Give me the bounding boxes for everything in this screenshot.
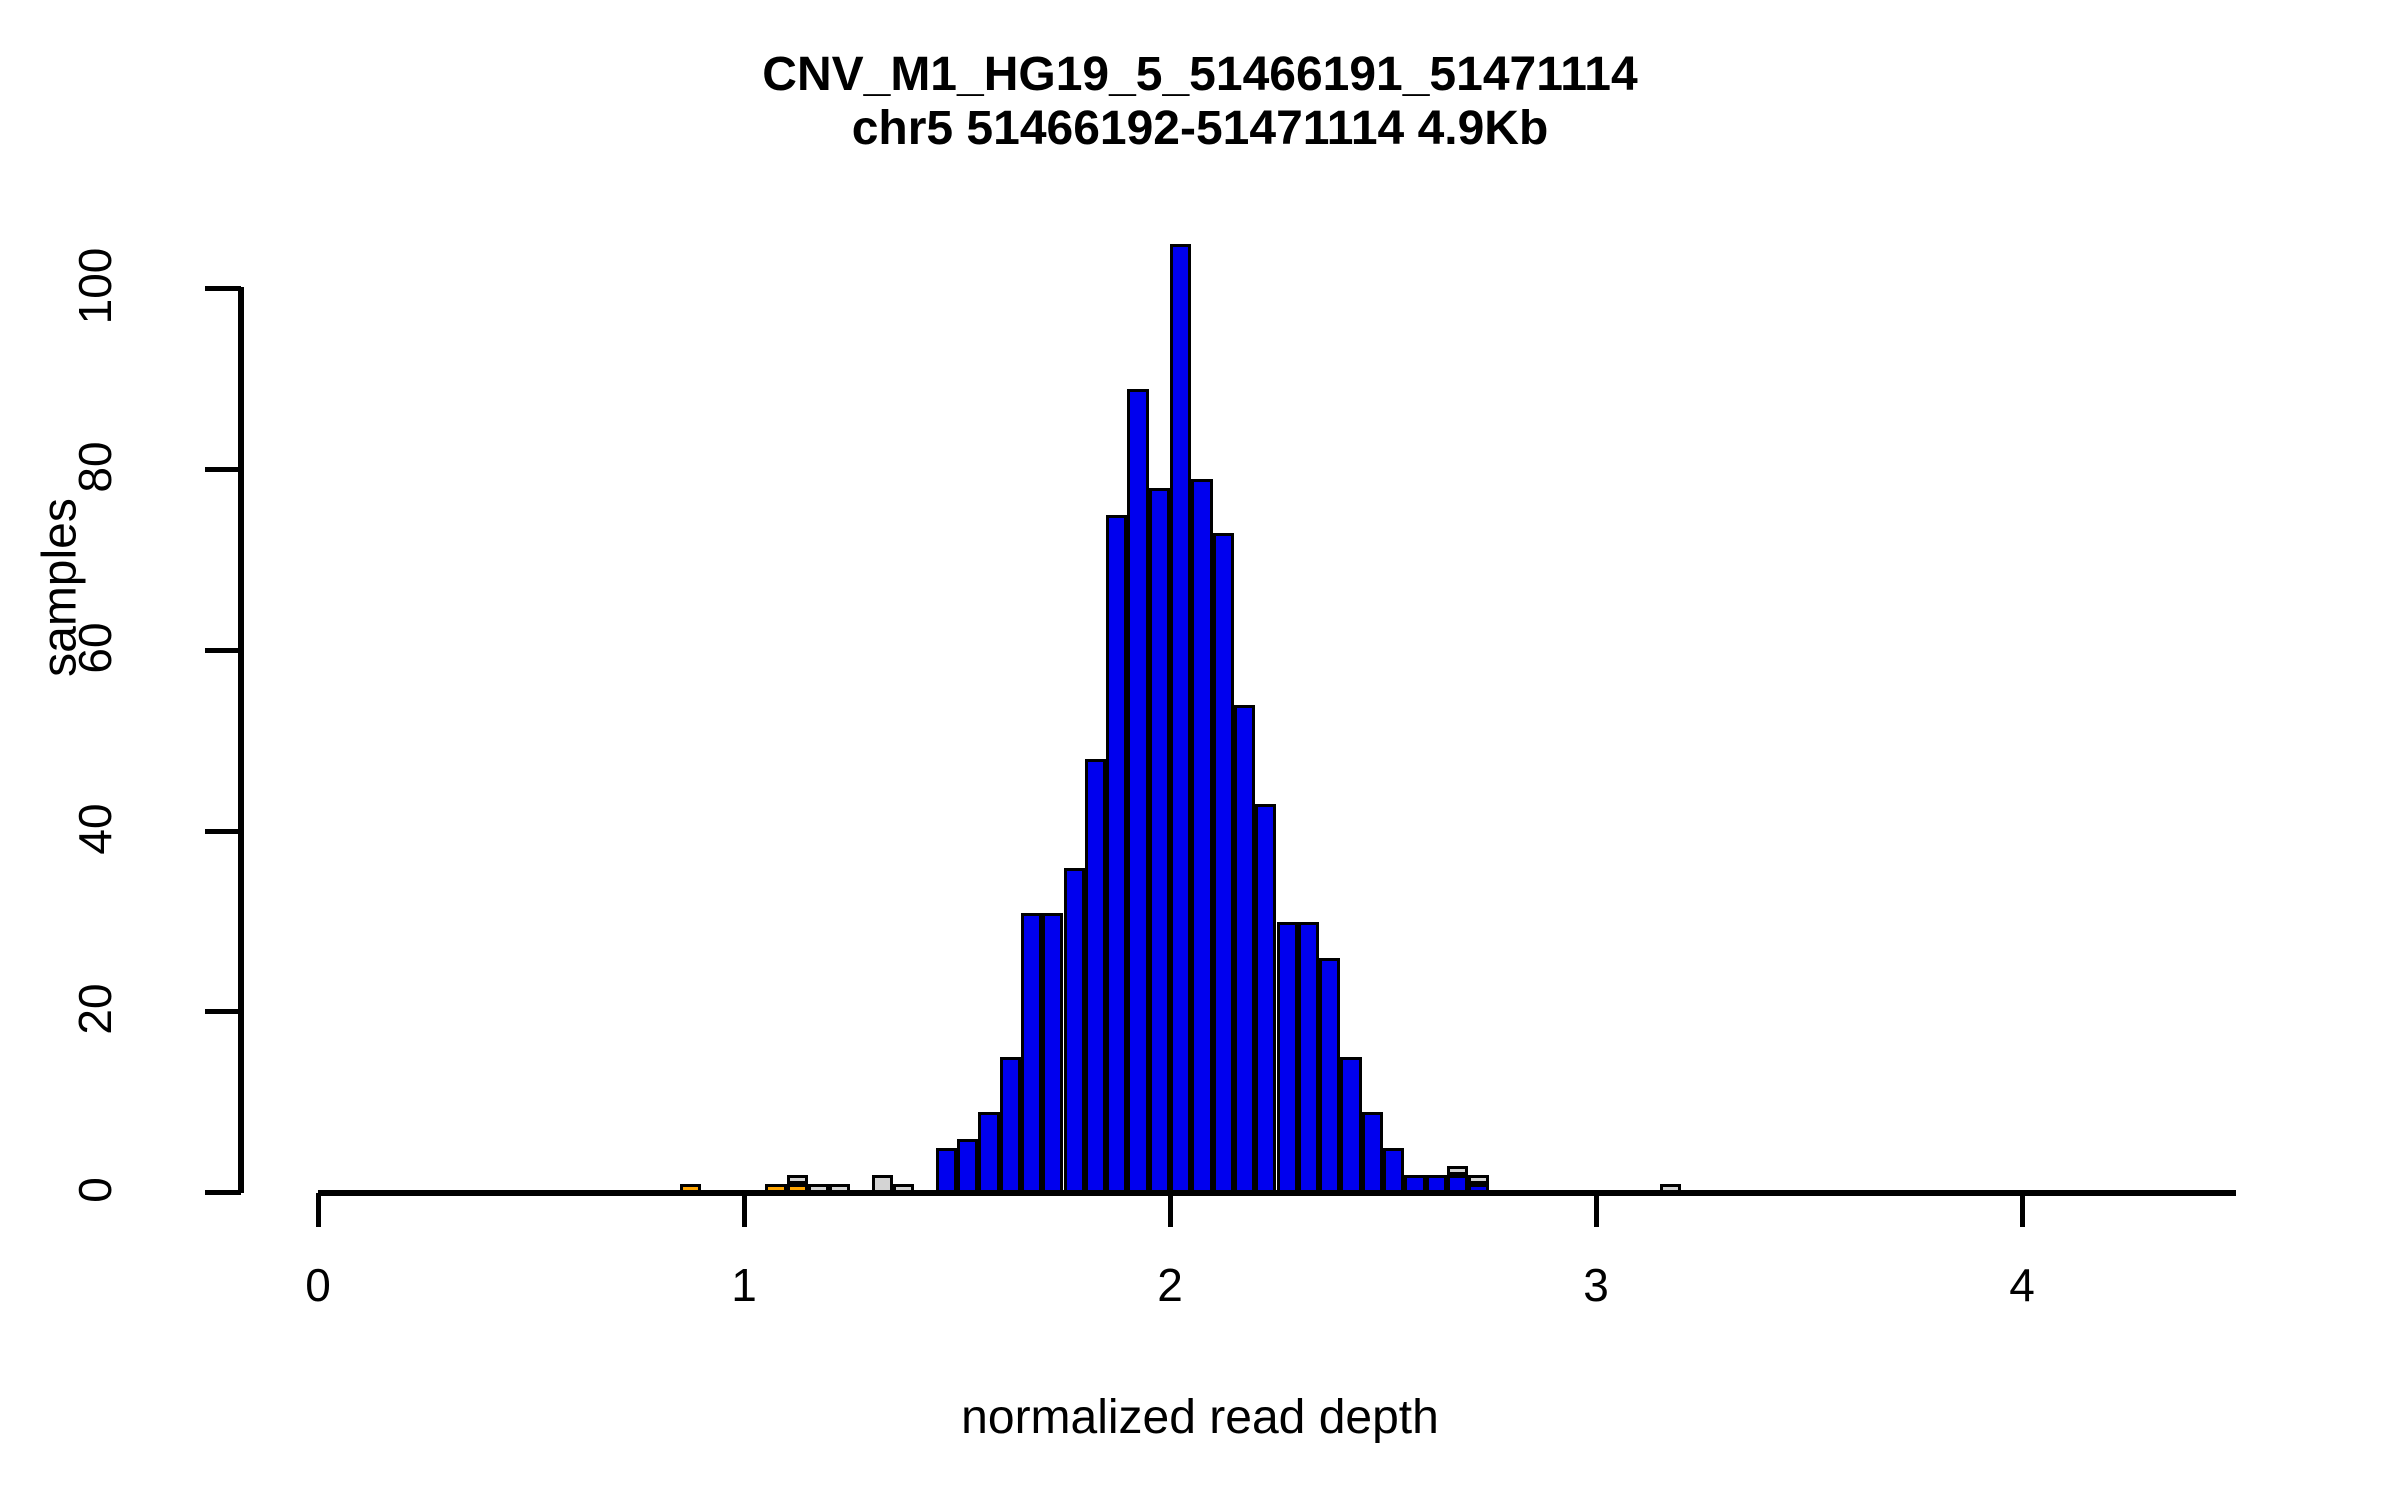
histogram-bar: [957, 1138, 979, 1193]
histogram-bar: [1468, 1174, 1490, 1184]
histogram-bar: [1361, 1111, 1383, 1193]
x-tick-label-3: 3: [1583, 1259, 1609, 1311]
histogram-bar: [1127, 388, 1149, 1193]
histogram-bar: [1020, 912, 1043, 1193]
x-tick-label-2: 2: [1157, 1259, 1183, 1311]
histogram-bar: [871, 1174, 894, 1193]
histogram-bar: [999, 1057, 1021, 1193]
histogram-bar: [1255, 804, 1277, 1193]
chart-title-line-2: chr5 51466192-51471114 4.9Kb: [851, 101, 1549, 155]
histogram-bar: [680, 1183, 702, 1193]
x-tick-label-0: 0: [305, 1259, 331, 1311]
y-axis-line: [238, 287, 244, 1193]
histogram-bar: [765, 1183, 787, 1193]
x-tick-0: [316, 1193, 321, 1227]
histogram-bar: [786, 1174, 808, 1184]
histogram-bar: [1063, 867, 1085, 1193]
histogram-bar: [1212, 533, 1234, 1193]
histogram-bar: [1233, 705, 1256, 1193]
histogram-bar: [1404, 1174, 1426, 1193]
y-tick-20: [205, 1009, 241, 1015]
histogram-bar: [1191, 479, 1213, 1193]
x-tick-3: [1594, 1193, 1599, 1227]
y-tick-60: [205, 647, 241, 653]
x-tick-label-1: 1: [731, 1259, 757, 1311]
chart-title-line-1: CNV_M1_HG19_5_51466191_51471114: [762, 48, 1638, 101]
chart-title: CNV_M1_HG19_5_51466191_51471114 chr5 514…: [0, 48, 2400, 156]
histogram-bar: [1659, 1183, 1682, 1193]
histogram-bar: [1383, 1147, 1405, 1193]
y-tick-40: [205, 828, 241, 834]
histogram-bar: [1425, 1174, 1447, 1193]
x-tick-1: [742, 1193, 747, 1227]
y-tick-0: [205, 1190, 241, 1195]
histogram-bar: [935, 1147, 957, 1193]
histogram-bar: [1340, 1057, 1362, 1193]
histogram-bar: [786, 1183, 808, 1193]
histogram-bar: [1276, 921, 1298, 1193]
x-axis-title: normalized read depth: [961, 1391, 1439, 1444]
y-tick-label-0: 0: [69, 1177, 121, 1203]
histogram-bar: [829, 1183, 851, 1193]
histogram-bar: [1106, 515, 1128, 1193]
histogram-bar: [1148, 488, 1170, 1193]
histogram-bar: [1297, 921, 1320, 1193]
histogram-bar: [893, 1183, 915, 1193]
histogram-bar: [1042, 912, 1064, 1193]
histogram-bar: [1446, 1174, 1469, 1193]
y-tick-80: [205, 467, 241, 473]
x-tick-label-4: 4: [2009, 1259, 2035, 1311]
histogram-bar: [1319, 958, 1341, 1193]
x-axis-line: [318, 1190, 2236, 1196]
histogram-bar: [1170, 244, 1192, 1193]
y-tick-label-100: 100: [69, 247, 121, 325]
x-tick-2: [1168, 1193, 1173, 1227]
histogram-bar: [1446, 1165, 1469, 1175]
histogram-bar: [978, 1111, 1000, 1193]
y-tick-100: [205, 286, 241, 292]
y-tick-label-20: 20: [69, 983, 121, 1035]
histogram-bar: [1468, 1183, 1490, 1193]
y-axis-title: samples: [33, 498, 87, 677]
x-tick-4: [2020, 1193, 2025, 1227]
histogram-bar: [807, 1183, 830, 1193]
histogram-bar: [1084, 759, 1107, 1193]
